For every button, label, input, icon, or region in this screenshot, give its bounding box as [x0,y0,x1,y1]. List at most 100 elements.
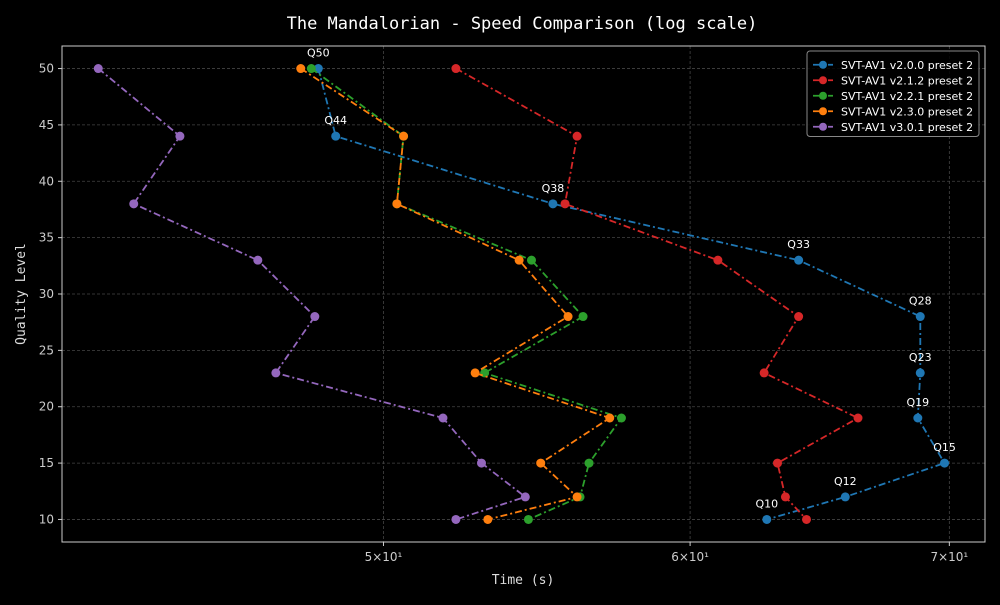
series-point [560,199,570,209]
series-point [310,312,320,322]
series-point [913,413,923,423]
point-annotation: Q50 [307,47,330,60]
legend-entry: SVT-AV1 v2.0.0 preset 2 [813,59,973,72]
point-annotation: Q23 [909,351,932,364]
legend-marker [819,122,827,131]
series-1 [313,64,950,524]
series-point [616,413,626,423]
legend-label: SVT-AV1 v3.0.1 preset 2 [841,121,973,134]
x-tick-label: 7×10¹ [930,550,968,564]
series-point [536,458,546,468]
x-tick-label: 6×10¹ [671,550,709,564]
series-point [563,312,573,322]
series-point [794,255,804,265]
legend: SVT-AV1 v2.0.0 preset 2 SVT-AV1 v2.1.2 pr… [806,50,980,137]
series-point [331,131,341,141]
series-point [129,199,139,209]
series-point [780,492,790,502]
series-point [762,514,772,524]
y-tick-label: 15 [39,456,54,470]
series-point [802,514,812,524]
series-point [296,64,306,74]
series-point [523,514,533,524]
series-point [438,413,448,423]
series-point [399,131,409,141]
series-line [97,67,528,521]
series-point [853,413,863,423]
series-point [392,199,402,209]
series-point [605,413,615,423]
series-3 [306,64,626,524]
series-point [915,368,925,378]
point-annotation: Q44 [324,114,347,127]
series-line [317,68,946,521]
series-point [483,514,493,524]
point-annotation: Q15 [933,441,956,454]
series-2 [451,64,863,524]
series-line [300,67,612,521]
legend-entry: SVT-AV1 v3.0.1 preset 2 [813,121,973,134]
point-annotation: Q19 [906,396,929,409]
legend-box [806,50,980,137]
point-annotation: Q28 [909,295,932,308]
legend-label: SVT-AV1 v2.3.0 preset 2 [841,105,973,118]
series-point [175,131,185,141]
series-5 [93,64,530,524]
series-point [306,64,316,74]
legend-entry: SVT-AV1 v2.1.2 preset 2 [813,74,973,87]
series-point [772,458,782,468]
y-tick-label: 35 [39,231,54,245]
series-point [759,368,769,378]
legend-label: SVT-AV1 v2.2.1 preset 2 [841,90,973,103]
y-tick-label: 25 [39,343,54,357]
series-point [271,368,281,378]
series-point [572,131,582,141]
legend-marker [819,76,827,85]
point-annotation: Q38 [542,182,565,195]
series-point [476,458,486,468]
series-point [451,64,461,74]
series-point [915,312,925,322]
series-point [93,64,103,74]
series-point [572,492,582,502]
y-axis-label: Quality Level [14,243,29,345]
point-annotation: Q10 [755,497,778,510]
grid-layer [62,46,985,542]
series-4 [296,64,615,524]
legend-entry: SVT-AV1 v2.2.1 preset 2 [813,90,973,103]
series-point [514,255,524,265]
legend-marker [819,107,827,116]
series-point [548,199,558,209]
series-point [253,255,263,265]
series-line [455,67,860,521]
legend-marker [819,60,827,69]
series-point [451,514,461,524]
point-annotation: Q33 [787,238,810,251]
series-point [940,458,950,468]
series-point [470,368,480,378]
y-tick-label: 45 [39,118,54,132]
annotation-layer: Q50 Q44 Q38 Q33 Q28 Q23 Q19 Q15 Q12 Q10 [307,47,956,511]
series-point [313,64,323,74]
series-point [840,492,850,502]
chart-title: The Mandalorian - Speed Comparison (log … [287,14,758,34]
series-point [713,255,723,265]
legend-entry: SVT-AV1 v2.3.0 preset 2 [813,105,973,118]
x-tick-label: 5×10¹ [365,550,403,564]
series-line [310,67,623,521]
series-layer [93,64,950,524]
series-point [520,492,530,502]
series-point [584,458,594,468]
point-annotation: Q12 [834,475,857,488]
legend-label: SVT-AV1 v2.0.0 preset 2 [841,59,973,72]
legend-marker [819,91,827,100]
tick-layer: 10 15 20 25 30 35 40 45 50 5×10¹ 6×10¹ 7×10¹ [39,62,969,564]
x-axis-label: Time (s) [492,573,555,588]
y-tick-label: 50 [39,62,54,76]
y-tick-label: 40 [39,174,54,188]
y-tick-label: 30 [39,287,54,301]
series-point [794,312,804,322]
legend-label: SVT-AV1 v2.1.2 preset 2 [841,74,973,87]
